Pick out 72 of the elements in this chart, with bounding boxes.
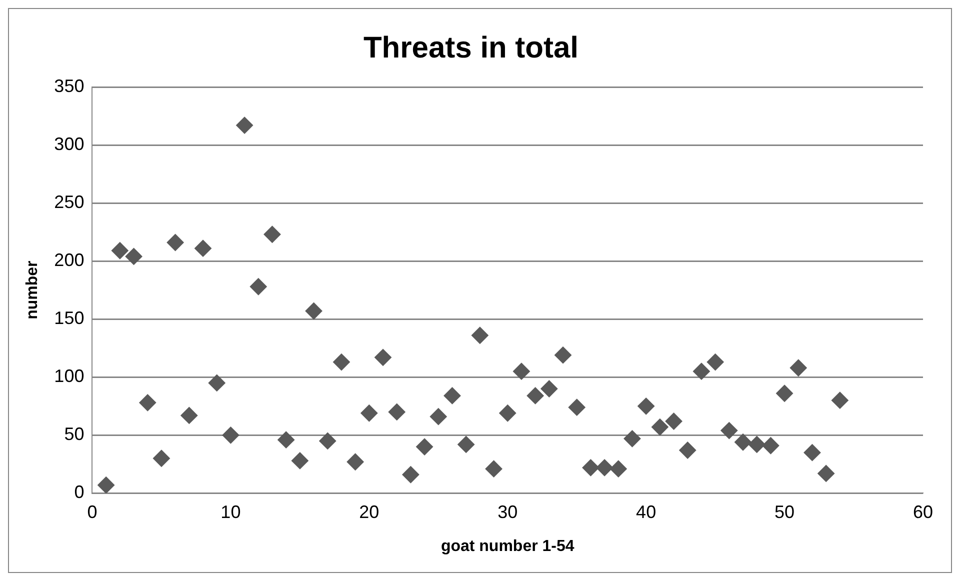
point <box>264 226 281 243</box>
point <box>278 431 295 448</box>
point <box>360 404 378 422</box>
point <box>402 466 420 484</box>
point <box>540 380 558 398</box>
point <box>458 436 475 453</box>
point <box>679 442 696 459</box>
y-axis-title: number <box>24 260 42 320</box>
point <box>665 412 682 430</box>
x-tick-label: 0 <box>87 502 98 522</box>
point <box>166 234 184 252</box>
y-tick-label: 0 <box>74 482 84 502</box>
point <box>208 374 226 392</box>
point <box>568 398 586 416</box>
point <box>790 359 807 376</box>
point <box>624 430 641 448</box>
point <box>98 476 115 494</box>
y-tick-label: 250 <box>54 192 84 212</box>
point <box>305 302 322 320</box>
y-tick-label: 50 <box>64 424 84 444</box>
point <box>734 434 752 451</box>
point <box>471 326 488 344</box>
y-tick-label: 200 <box>54 250 84 270</box>
x-tick-label: 20 <box>359 502 380 522</box>
point <box>485 460 502 478</box>
x-tick-label: 60 <box>912 502 934 522</box>
point <box>804 444 821 462</box>
y-tick-label: 300 <box>54 134 84 154</box>
point <box>610 460 627 478</box>
y-tick-label: 100 <box>54 366 84 386</box>
point <box>152 450 170 467</box>
point <box>512 362 530 380</box>
point <box>236 116 254 134</box>
point <box>582 459 600 476</box>
point <box>194 240 212 257</box>
x-tick-label: 40 <box>636 502 656 522</box>
point <box>346 453 364 470</box>
point <box>291 452 308 470</box>
point <box>388 403 406 420</box>
x-tick-label: 50 <box>774 502 795 522</box>
point <box>720 422 738 440</box>
chart-title: Threats in total <box>363 31 579 64</box>
point <box>596 459 614 476</box>
point <box>444 387 461 404</box>
point <box>374 348 392 366</box>
point <box>776 384 794 402</box>
y-tick-label: 150 <box>54 308 84 328</box>
point <box>416 438 434 456</box>
point <box>222 426 240 444</box>
point <box>250 278 267 296</box>
point <box>139 394 156 412</box>
point <box>319 432 336 450</box>
point <box>111 242 128 260</box>
point <box>692 362 710 380</box>
point <box>748 436 766 453</box>
point <box>125 248 142 265</box>
point <box>430 408 447 426</box>
point <box>651 418 668 436</box>
x-tick-label: 10 <box>220 502 241 522</box>
point <box>638 398 655 415</box>
x-tick-label: 30 <box>498 502 518 522</box>
point <box>180 406 198 424</box>
point <box>332 354 350 371</box>
point <box>818 464 835 482</box>
x-axis-title: goat number 1-54 <box>440 538 574 555</box>
point <box>831 392 848 409</box>
point <box>706 354 724 371</box>
point <box>554 346 572 364</box>
point <box>499 404 516 422</box>
point <box>762 437 780 454</box>
y-tick-label: 350 <box>54 76 84 96</box>
point <box>526 387 544 404</box>
